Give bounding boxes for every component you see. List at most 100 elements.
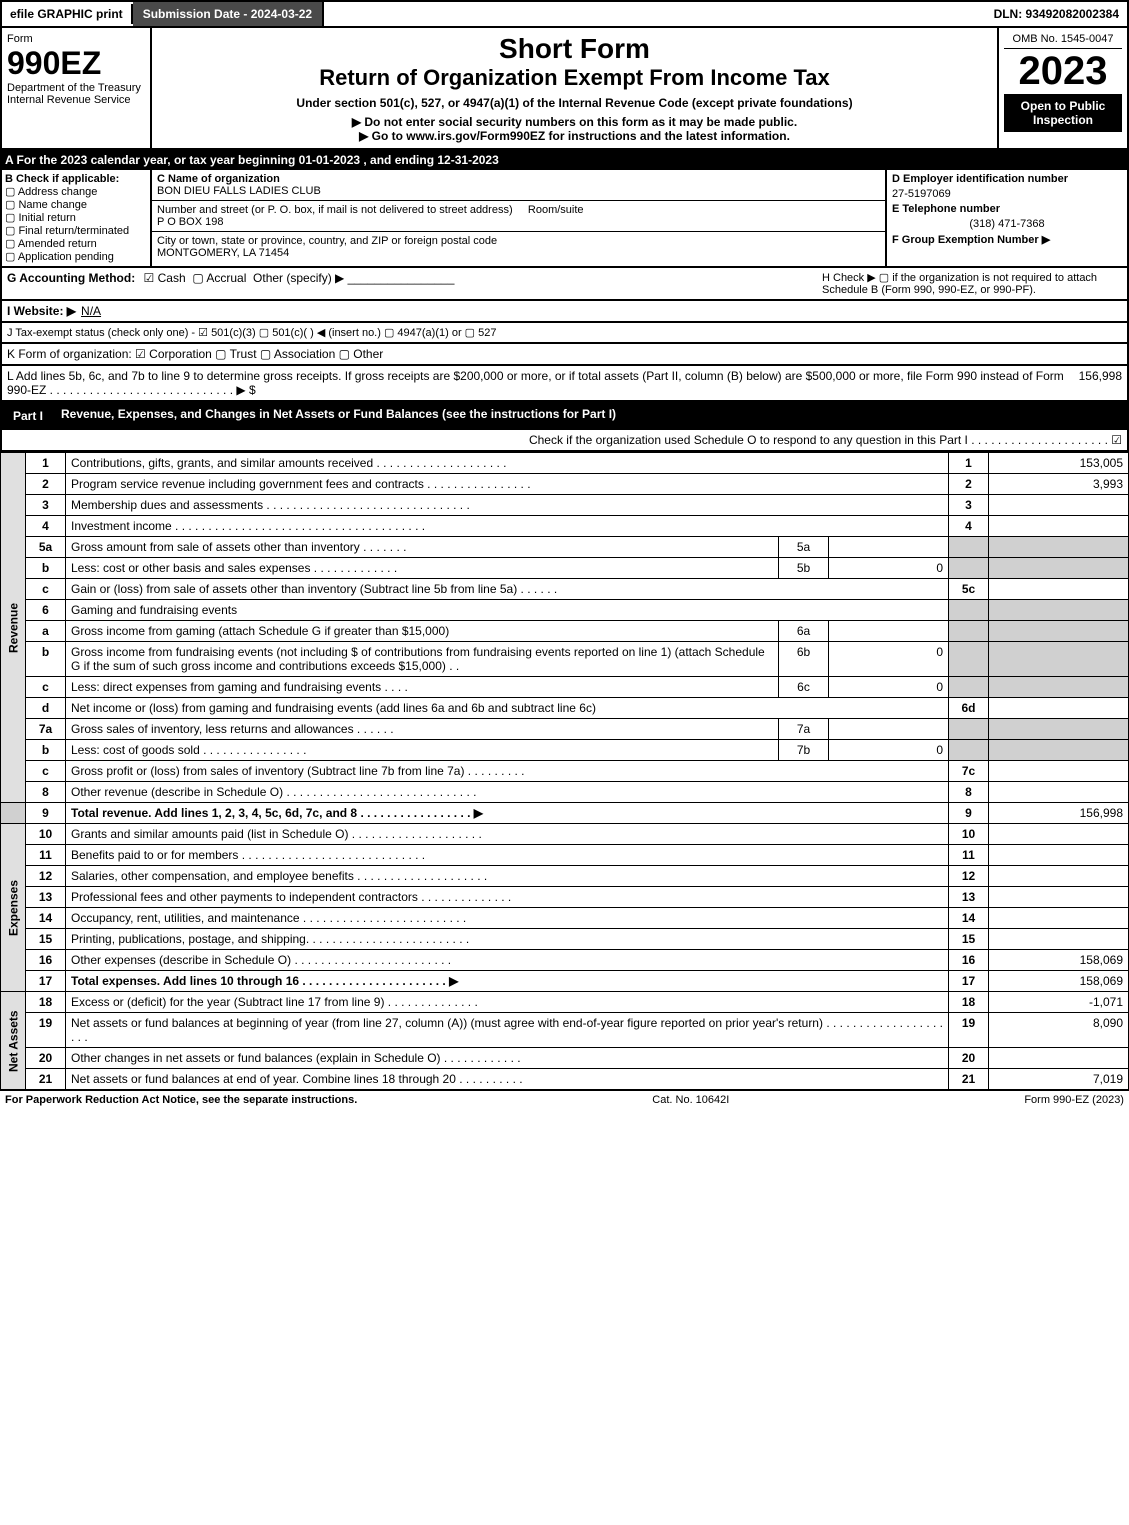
line-11-val (989, 845, 1129, 866)
line-4-desc: Investment income . . . . . . . . . . . … (66, 516, 949, 537)
line-19-ln: 19 (949, 1013, 989, 1048)
telephone-label: E Telephone number (892, 203, 1122, 215)
line-15-val (989, 929, 1129, 950)
name-change-label: Name change (18, 199, 87, 211)
line-17-num: 17 (26, 971, 66, 992)
line-6c-shade (949, 677, 989, 698)
line-2-desc: Program service revenue including govern… (66, 474, 949, 495)
line-18-ln: 18 (949, 992, 989, 1013)
column-c: C Name of organization BON DIEU FALLS LA… (152, 170, 887, 266)
part-1-header: Part I Revenue, Expenses, and Changes in… (0, 402, 1129, 430)
ein-label: D Employer identification number (892, 173, 1122, 185)
row-h-schedule-b: H Check ▶ ▢ if the organization is not r… (822, 271, 1122, 296)
accounting-label: G Accounting Method: (7, 271, 135, 285)
line-7b: b Less: cost of goods sold . . . . . . .… (1, 740, 1129, 761)
city-value: MONTGOMERY, LA 71454 (157, 247, 289, 259)
efile-link[interactable]: efile GRAPHIC print (2, 4, 133, 24)
omb-number: OMB No. 1545-0047 (1004, 33, 1122, 49)
dln: DLN: 93492082002384 (986, 4, 1127, 24)
line-12-ln: 12 (949, 866, 989, 887)
line-3: 3 Membership dues and assessments . . . … (1, 495, 1129, 516)
under-section: Under section 501(c), 527, or 4947(a)(1)… (157, 96, 992, 110)
line-15: 15 Printing, publications, postage, and … (1, 929, 1129, 950)
line-13-val (989, 887, 1129, 908)
line-6d-ln: 6d (949, 698, 989, 719)
line-7b-valshade (989, 740, 1129, 761)
line-17: 17 Total expenses. Add lines 10 through … (1, 971, 1129, 992)
column-b: B Check if applicable: ▢ Address change … (2, 170, 152, 266)
return-title: Return of Organization Exempt From Incom… (157, 65, 992, 91)
line-18-val: -1,071 (989, 992, 1129, 1013)
checkbox-name-change[interactable]: ▢ Name change (5, 198, 147, 211)
line-7c-num: c (26, 761, 66, 782)
revenue-expenses-table: Revenue 1 Contributions, gifts, grants, … (0, 452, 1129, 1090)
do-not-note: ▶ Do not enter social security numbers o… (157, 115, 992, 129)
form-column: Form 990EZ Department of the Treasury In… (2, 28, 152, 148)
line-11-desc: Benefits paid to or for members . . . . … (66, 845, 949, 866)
line-15-ln: 15 (949, 929, 989, 950)
line-4-num: 4 (26, 516, 66, 537)
line-5b-num: b (26, 558, 66, 579)
line-17-val: 158,069 (989, 971, 1129, 992)
line-6a-sub: 6a (779, 621, 829, 642)
line-5c-val (989, 579, 1129, 600)
line-5a: 5a Gross amount from sale of assets othe… (1, 537, 1129, 558)
checkbox-application-pending[interactable]: ▢ Application pending (5, 250, 147, 263)
line-3-num: 3 (26, 495, 66, 516)
line-4: 4 Investment income . . . . . . . . . . … (1, 516, 1129, 537)
short-form-title: Short Form (157, 33, 992, 65)
line-12: 12 Salaries, other compensation, and emp… (1, 866, 1129, 887)
row-i-website: I Website: ▶ N/A (0, 301, 1129, 323)
line-6-valshade (989, 600, 1129, 621)
line-5b-desc: Less: cost or other basis and sales expe… (66, 558, 779, 579)
line-5b-valshade (989, 558, 1129, 579)
line-21-ln: 21 (949, 1069, 989, 1090)
street-value: P O BOX 198 (157, 216, 223, 228)
line-21: 21 Net assets or fund balances at end of… (1, 1069, 1129, 1090)
line-5c-desc: Gain or (loss) from sale of assets other… (66, 579, 949, 600)
initial-return-label: Initial return (18, 212, 75, 224)
form-number: 990EZ (7, 45, 145, 82)
year-column: OMB No. 1545-0047 2023 Open to Public In… (997, 28, 1127, 148)
row-g-accounting: G Accounting Method: ☑ Cash ▢ Accrual Ot… (0, 268, 1129, 301)
line-7a-shade (949, 719, 989, 740)
application-pending-label: Application pending (18, 251, 114, 263)
line-13-num: 13 (26, 887, 66, 908)
line-7b-subval: 0 (829, 740, 949, 761)
accounting-cash: Cash (158, 271, 186, 285)
row-l-value: 156,998 (1079, 369, 1122, 397)
line-1-num: 1 (26, 453, 66, 474)
line-20-desc: Other changes in net assets or fund bala… (66, 1048, 949, 1069)
irs-label: Internal Revenue Service (7, 94, 145, 106)
line-16: 16 Other expenses (describe in Schedule … (1, 950, 1129, 971)
line-15-num: 15 (26, 929, 66, 950)
line-1-val: 153,005 (989, 453, 1129, 474)
line-7b-sub: 7b (779, 740, 829, 761)
line-6-num: 6 (26, 600, 66, 621)
go-to-link[interactable]: ▶ Go to www.irs.gov/Form990EZ for instru… (157, 129, 992, 143)
info-block: B Check if applicable: ▢ Address change … (0, 170, 1129, 268)
line-6c-subval: 0 (829, 677, 949, 698)
line-14-desc: Occupancy, rent, utilities, and maintena… (66, 908, 949, 929)
checkbox-amended-return[interactable]: ▢ Amended return (5, 237, 147, 250)
telephone-value: (318) 471-7368 (892, 218, 1122, 230)
checkbox-address-change[interactable]: ▢ Address change (5, 185, 147, 198)
line-6d-desc: Net income or (loss) from gaming and fun… (66, 698, 949, 719)
line-14-ln: 14 (949, 908, 989, 929)
line-9: 9 Total revenue. Add lines 1, 2, 3, 4, 5… (1, 803, 1129, 824)
line-7a-sub: 7a (779, 719, 829, 740)
part-1-check: Check if the organization used Schedule … (0, 430, 1129, 452)
tax-year: 2023 (1004, 49, 1122, 94)
line-10-ln: 10 (949, 824, 989, 845)
line-9-val: 156,998 (989, 803, 1129, 824)
line-6c-num: c (26, 677, 66, 698)
line-8-ln: 8 (949, 782, 989, 803)
line-6a-subval (829, 621, 949, 642)
checkbox-final-return[interactable]: ▢ Final return/terminated (5, 224, 147, 237)
line-16-val: 158,069 (989, 950, 1129, 971)
line-8-num: 8 (26, 782, 66, 803)
line-8: 8 Other revenue (describe in Schedule O)… (1, 782, 1129, 803)
line-18: Net Assets 18 Excess or (deficit) for th… (1, 992, 1129, 1013)
line-14-val (989, 908, 1129, 929)
checkbox-initial-return[interactable]: ▢ Initial return (5, 211, 147, 224)
